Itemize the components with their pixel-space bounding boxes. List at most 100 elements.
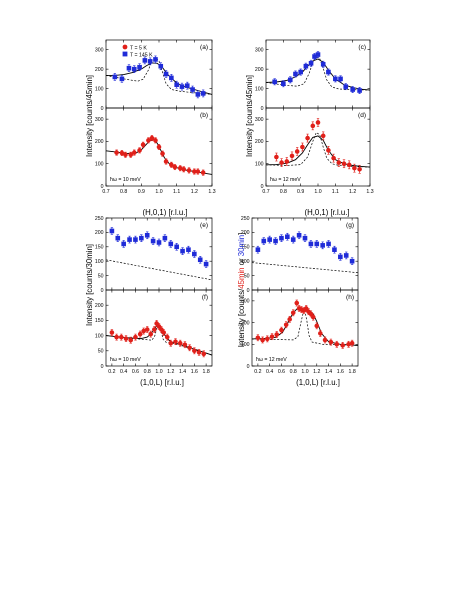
ytick-label-h: 0 xyxy=(247,364,250,370)
ytick-label-h: 300 xyxy=(241,299,250,305)
ytick-label-e: 100 xyxy=(95,259,104,265)
ylabel-bottom-left: Intensity [counts/30min] xyxy=(85,244,94,326)
legend-label-5k: T = 5 K xyxy=(130,46,147,52)
data-point-c xyxy=(272,79,277,85)
data-point-h xyxy=(269,334,275,339)
data-point-h xyxy=(328,339,334,345)
data-point-d xyxy=(346,162,352,168)
data-point-h xyxy=(346,341,351,347)
data-point-c xyxy=(338,76,343,82)
annotation-h: ħω = 12 meV xyxy=(256,357,287,363)
data-point-e xyxy=(127,237,132,242)
data-point-f xyxy=(173,339,178,344)
ytick-label-f: 200 xyxy=(95,303,104,309)
legend-marker-145k xyxy=(122,51,128,57)
data-point-h xyxy=(334,341,340,347)
data-point-b xyxy=(163,159,169,164)
data-point-d xyxy=(300,144,305,150)
data-point-g xyxy=(267,237,272,242)
data-point-d xyxy=(336,160,342,165)
data-point-b xyxy=(119,150,125,156)
data-point-h xyxy=(318,331,323,336)
panel-label-c: (c) xyxy=(358,44,366,51)
data-point-g xyxy=(296,232,302,238)
data-point-g xyxy=(326,241,331,247)
data-point-h xyxy=(340,343,345,348)
data-point-e xyxy=(180,248,185,254)
data-point-g xyxy=(255,247,261,252)
data-point-c xyxy=(281,81,286,87)
data-point-b xyxy=(149,135,155,141)
data-point-f xyxy=(148,331,154,337)
data-point-c xyxy=(312,54,317,59)
ytick-label-b: 300 xyxy=(95,117,104,123)
xtick-label-d: 1.1 xyxy=(332,189,339,195)
data-point-h xyxy=(287,317,292,322)
data-point-c xyxy=(293,71,298,77)
data-point-h xyxy=(274,332,280,337)
data-point-g xyxy=(343,253,349,258)
data-point-c xyxy=(357,88,362,93)
xtick-label-d: 1.2 xyxy=(349,189,356,195)
panel-frame-c xyxy=(265,39,371,109)
data-point-a xyxy=(147,59,153,64)
data-point-f xyxy=(123,336,129,341)
data-point-b xyxy=(123,152,128,158)
data-point-f xyxy=(114,334,119,340)
panel-frame-g xyxy=(251,217,359,291)
data-point-b xyxy=(186,168,192,173)
data-point-a xyxy=(195,92,201,97)
fit-line-dashed-g xyxy=(251,262,359,274)
xtick-label-h: 1.8 xyxy=(349,369,356,375)
data-point-b xyxy=(140,142,146,148)
data-point-c xyxy=(326,69,331,75)
data-point-d xyxy=(310,123,316,129)
xtick-label-b: 0.9 xyxy=(138,189,145,195)
data-point-d xyxy=(305,135,310,141)
data-point-a xyxy=(137,64,142,70)
data-point-b xyxy=(156,144,162,150)
data-point-f xyxy=(201,351,207,357)
ytick-label-c: 100 xyxy=(255,86,264,92)
data-point-g xyxy=(338,254,343,260)
xlabel-bottom-left: (1,0,L) [r.l.u.] xyxy=(140,378,184,387)
xtick-label-h: 0.2 xyxy=(254,369,261,375)
xtick-label-h: 0.6 xyxy=(278,369,285,375)
data-point-a xyxy=(158,63,164,69)
panels: 0 100 200 300 (a) 0 100 200 300 0.7 0.8 0.9 1.0 1.1 1.… xyxy=(95,39,374,375)
data-point-b xyxy=(131,150,137,155)
data-point-e xyxy=(109,228,115,234)
data-point-g xyxy=(261,238,267,244)
data-point-b xyxy=(128,152,134,158)
xtick-label-b: 0.7 xyxy=(102,189,109,195)
ytick-label-g: 0 xyxy=(247,288,250,294)
panel-label-b: (b) xyxy=(200,112,208,119)
data-point-e xyxy=(156,240,162,245)
xtick-label-f: 1.8 xyxy=(203,369,210,375)
panel-f: 0 50 100 150 200 0.2 0.4 0.6 0.8 1.0 1.2 1.4 1.6 1.8 (… xyxy=(95,289,213,375)
xtick-label-h: 0.8 xyxy=(290,369,297,375)
xtick-label-f: 0.2 xyxy=(108,369,115,375)
data-point-d xyxy=(315,120,321,125)
data-point-d xyxy=(326,148,331,153)
data-point-f xyxy=(161,330,167,335)
ytick-label-c: 200 xyxy=(255,67,264,73)
legend-item-5k: T = 5 K xyxy=(122,44,147,52)
data-point-g xyxy=(332,247,337,252)
ytick-label-g: 50 xyxy=(244,273,250,279)
data-point-a xyxy=(179,84,185,89)
data-point-f xyxy=(168,340,174,346)
data-point-h xyxy=(255,335,261,341)
xtick-label-b: 1.1 xyxy=(173,189,180,195)
xtick-label-d: 0.9 xyxy=(297,189,304,195)
annotation-f: ħω = 10 meV xyxy=(110,357,141,363)
xtick-label-h: 0.4 xyxy=(266,369,273,375)
data-point-f xyxy=(128,337,134,343)
data-point-a xyxy=(142,58,148,63)
ytick-label-f: 0 xyxy=(101,364,104,370)
data-point-g xyxy=(273,238,278,244)
data-point-f xyxy=(177,340,183,346)
ytick-label-g: 150 xyxy=(241,245,250,251)
panel-label-e: (e) xyxy=(200,222,208,229)
xtick-label-f: 1.4 xyxy=(179,369,186,375)
